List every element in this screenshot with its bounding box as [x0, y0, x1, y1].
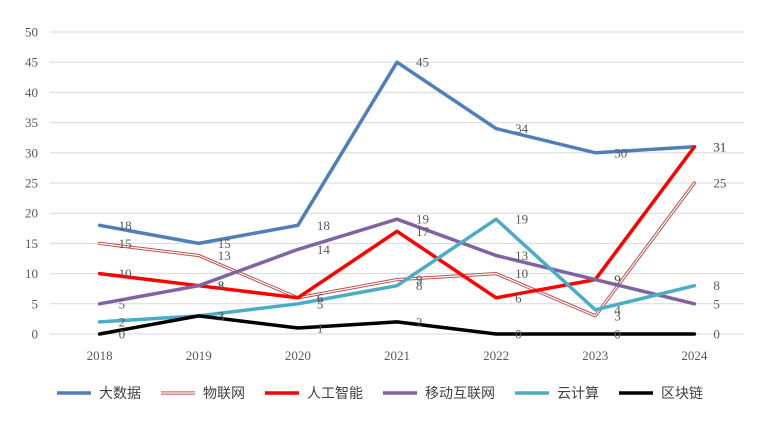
data-label: 14 — [317, 242, 331, 257]
data-label: 10 — [515, 266, 528, 281]
x-tick-label: 2021 — [384, 348, 410, 363]
data-label: 3 — [218, 308, 225, 323]
legend-label: 物联网 — [203, 386, 245, 402]
y-tick-label: 45 — [25, 55, 38, 70]
data-label: 5 — [713, 296, 720, 311]
y-tick-label: 20 — [25, 206, 38, 221]
data-label: 9 — [614, 272, 621, 287]
legend-label: 大数据 — [99, 386, 141, 402]
data-label: 3 — [614, 308, 621, 323]
legend-label: 移动互联网 — [425, 386, 495, 402]
legend-item-4[interactable]: 移动互联网 — [383, 386, 495, 402]
legend-label: 人工智能 — [307, 386, 363, 402]
x-tick-label: 2019 — [186, 348, 212, 363]
data-label: 6 — [515, 290, 522, 305]
x-tick-label: 2020 — [285, 348, 311, 363]
x-tick-label: 2018 — [87, 348, 113, 363]
gridlines — [50, 31, 744, 305]
data-label: 9 — [416, 272, 423, 287]
data-label: 2 — [119, 314, 126, 329]
data-label: 31 — [713, 139, 726, 154]
series-line-6 — [97, 314, 697, 336]
data-label: 5 — [119, 296, 126, 311]
series-line-3 — [97, 145, 697, 300]
data-label: 0 — [614, 327, 621, 342]
data-label: 13 — [218, 248, 231, 263]
legend-item-6[interactable]: 区块链 — [619, 386, 703, 402]
data-label: 6 — [317, 290, 324, 305]
x-tick-label: 2022 — [483, 348, 509, 363]
series-line-4 — [97, 217, 697, 306]
legend: 大数据 物联网 人工智能 移动互联网 云计算 区块链 — [57, 386, 703, 402]
legend-item-3[interactable]: 人工智能 — [265, 386, 363, 402]
data-label: 19 — [416, 212, 429, 227]
data-label: 10 — [119, 266, 132, 281]
legend-label: 云计算 — [557, 386, 599, 402]
y-tick-label: 50 — [25, 25, 38, 40]
series-line-2 — [97, 181, 697, 318]
legend-label: 区块链 — [661, 386, 703, 402]
data-label: 31 — [713, 139, 726, 154]
y-tick-label: 15 — [25, 236, 38, 251]
data-label: 0 — [713, 327, 720, 342]
data-label: 15 — [119, 236, 132, 251]
y-tick-label: 0 — [32, 327, 39, 342]
data-label: 25 — [713, 176, 726, 191]
data-label: 13 — [515, 248, 528, 263]
data-label: 3 — [218, 308, 225, 323]
data-label: 17 — [416, 224, 430, 239]
data-label: 8 — [218, 278, 225, 293]
data-label: 0 — [119, 327, 126, 342]
data-label: 19 — [515, 212, 528, 227]
data-label: 8 — [416, 278, 423, 293]
data-label: 18 — [317, 218, 330, 233]
y-tick-label: 25 — [25, 176, 38, 191]
y-tick-label: 40 — [25, 85, 38, 100]
y-tick-label: 10 — [25, 266, 38, 281]
series-lines — [97, 60, 697, 336]
data-label: 8 — [713, 278, 720, 293]
y-tick-label: 35 — [25, 115, 38, 130]
y-tick-label: 5 — [32, 296, 39, 311]
data-label: 9 — [614, 272, 621, 287]
data-label: 30 — [614, 145, 627, 160]
data-label: 8 — [218, 278, 225, 293]
legend-item-2[interactable]: 物联网 — [161, 386, 245, 402]
data-label: 15 — [218, 236, 231, 251]
legend-item-5[interactable]: 云计算 — [515, 386, 599, 402]
data-label: 5 — [317, 296, 324, 311]
series-line-1 — [97, 60, 697, 246]
y-tick-label: 30 — [25, 145, 38, 160]
data-label: 45 — [416, 55, 429, 70]
series-line-5 — [97, 217, 697, 324]
legend-item-1[interactable]: 大数据 — [57, 386, 141, 402]
data-label: 18 — [119, 218, 132, 233]
data-label: 0 — [515, 327, 522, 342]
data-label: 2 — [416, 314, 423, 329]
data-label: 1 — [317, 320, 324, 335]
x-tick-label: 2024 — [681, 348, 708, 363]
data-label: 4 — [614, 302, 621, 317]
x-tick-label: 2023 — [582, 348, 608, 363]
data-label: 34 — [515, 121, 529, 136]
data-label: 6 — [317, 290, 324, 305]
